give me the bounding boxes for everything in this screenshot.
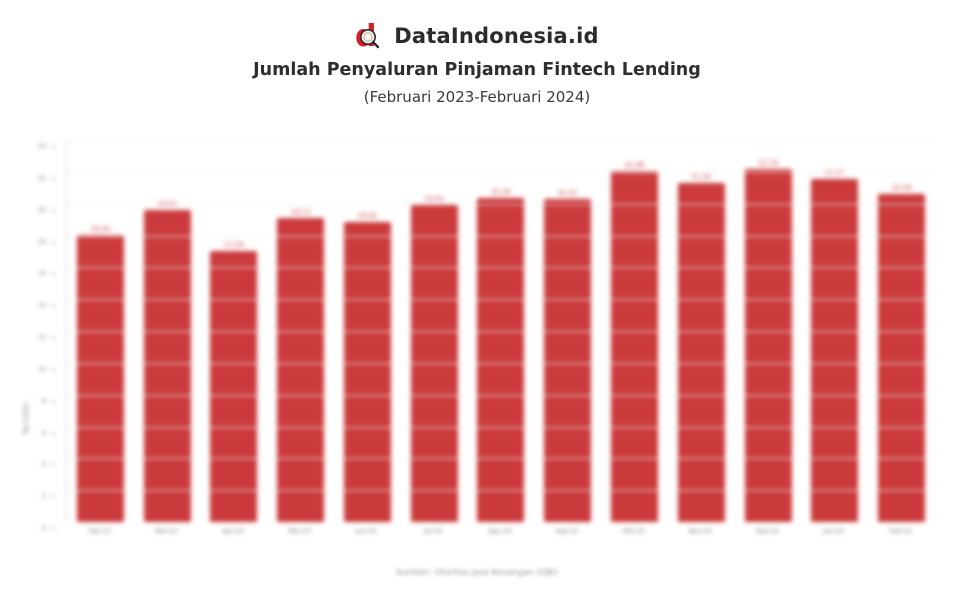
- y-tick-mark: [51, 368, 56, 370]
- bar-slot: 18,02: [76, 140, 124, 522]
- y-tick-label: 6: [41, 428, 46, 437]
- page-subtitle: (Februari 2023-Februari 2024): [363, 88, 591, 106]
- magnifier-d-icon: d: [355, 19, 380, 54]
- x-tick-label: Jun-23: [356, 527, 377, 535]
- bar: [143, 209, 191, 522]
- bar-value-label: 21,57: [825, 169, 845, 177]
- gridline: [67, 140, 935, 141]
- x-tick-label: Mar-23: [154, 527, 178, 535]
- bar: [744, 168, 792, 522]
- bar: [477, 198, 525, 522]
- bar-slot: 19,12: [277, 140, 325, 522]
- source-caption: Sumber: Otoritas Jasa Keuangan (OJK): [396, 568, 558, 578]
- bar-slot: 20,59: [878, 140, 926, 522]
- y-tick-label: 12: [37, 333, 46, 341]
- x-tick-label: Okt-23: [622, 527, 645, 535]
- y-tick-label: 14: [37, 301, 46, 310]
- bar-value-label: 20,31: [557, 188, 578, 197]
- y-tick-mark: [51, 337, 56, 338]
- gridline: [67, 299, 935, 301]
- y-tick-label: 18: [37, 237, 46, 246]
- bar: [343, 222, 391, 522]
- gridline: [67, 394, 935, 396]
- gridline: [67, 490, 935, 492]
- bar-value-label: 18,82: [357, 212, 378, 221]
- y-tick-mark: [51, 464, 56, 466]
- y-tick-mark: [51, 400, 56, 402]
- bar-value-label: 19,12: [290, 207, 311, 216]
- bar: [210, 250, 258, 522]
- gridline: [67, 362, 935, 364]
- bar-slot: 22,06: [611, 140, 658, 522]
- bar-slot: 21,32: [677, 140, 725, 522]
- bar: [878, 194, 926, 522]
- x-tick-label: Feb-23: [88, 527, 111, 535]
- y-tick-mark: [51, 209, 56, 211]
- gridline: [67, 458, 935, 460]
- bar-value-label: 19,92: [424, 194, 445, 203]
- y-tick-mark: [51, 177, 56, 179]
- bar-value-label: 22,19: [758, 158, 779, 167]
- y-tick-label: 0: [41, 524, 46, 532]
- x-tick-label: Sep-23: [555, 527, 579, 535]
- dataindonesia-logo-icon: d: [355, 19, 385, 54]
- bar-slot: 22,19: [744, 140, 792, 522]
- gridline: [67, 171, 935, 173]
- y-tick-label: 8: [41, 396, 46, 405]
- x-tick-label: Nov-23: [688, 527, 712, 535]
- y-tick-mark: [51, 528, 56, 529]
- x-tick-label: Jul-23: [423, 527, 443, 535]
- bar: [76, 235, 124, 522]
- y-tick-mark: [51, 496, 56, 498]
- y-axis: 0 2 4 6 8 10 12 14 16 18 20 22 24: [0, 140, 60, 531]
- y-tick-label: 22: [37, 173, 46, 182]
- bar-slot: 17,04: [210, 140, 258, 522]
- bar-slot: 20,31: [544, 140, 592, 522]
- page-title: Jumlah Penyaluran Pinjaman Fintech Lendi…: [253, 60, 701, 80]
- brand-name: DataIndonesia.id: [394, 24, 599, 48]
- brand-header: d DataIndonesia.id: [0, 16, 954, 56]
- y-tick-label: 4: [41, 460, 46, 469]
- gridline: [67, 426, 935, 428]
- bar-value-label: 21,32: [691, 172, 712, 181]
- gridline: [67, 235, 935, 237]
- bar-slot: 19,62: [143, 140, 191, 522]
- bar: [677, 182, 725, 522]
- y-tick-mark: [51, 241, 56, 243]
- bar-value-label: 20,35: [490, 188, 511, 197]
- x-tick-label: Mei-23: [288, 527, 311, 535]
- bar-slot: 18,82: [343, 140, 391, 522]
- y-tick-label: 24: [37, 142, 46, 150]
- y-tick-label: 2: [41, 492, 46, 501]
- x-tick-label: Jan-24: [823, 527, 845, 535]
- gridline: [67, 267, 935, 269]
- plot-area: 18,02 19,62 17,04 19,12 18,82 19,92 20,35 20,31…: [66, 140, 935, 522]
- y-tick-mark: [51, 273, 56, 275]
- bar: [811, 178, 859, 522]
- y-tick-mark: [51, 146, 56, 147]
- bar-value-label: 22,06: [624, 160, 645, 169]
- y-tick-label: 20: [37, 205, 46, 214]
- y-tick-label: 10: [37, 364, 46, 373]
- bar-value-label: 17,04: [223, 240, 244, 249]
- x-axis-labels: Feb-23 Mar-23 Apr-23 Mei-23 Jun-23 Jul-23 Agu-…: [66, 528, 934, 535]
- bar: [544, 198, 592, 522]
- y-tick-label: 16: [37, 269, 46, 278]
- bar: [277, 217, 325, 522]
- x-tick-label: Apr-23: [222, 527, 244, 535]
- gridline: [67, 331, 935, 332]
- x-tick-label: Agu-23: [488, 527, 512, 535]
- x-tick-label: Des-23: [755, 527, 779, 535]
- bar-slot: 20,35: [477, 140, 525, 522]
- y-tick-mark: [51, 305, 56, 307]
- bar: [611, 170, 658, 522]
- bar-value-label: 18,02: [90, 225, 111, 234]
- y-tick-mark: [51, 432, 56, 434]
- x-tick-label: Feb-24: [889, 527, 912, 535]
- gridline: [67, 203, 935, 205]
- bar-value-label: 20,59: [891, 184, 912, 193]
